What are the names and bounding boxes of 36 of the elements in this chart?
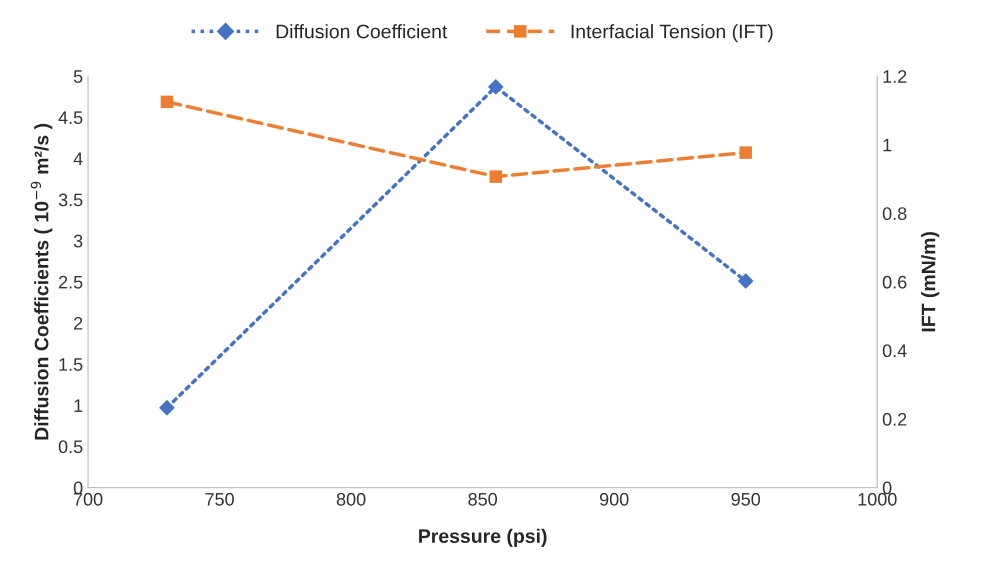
y2-axis-title: IFT (mN/m) <box>921 232 940 332</box>
y-tick-label: 4 <box>74 152 83 165</box>
legend-label: Diffusion Coefficient <box>276 24 448 38</box>
y-tick-label: 0 <box>74 482 82 494</box>
y2-tick-label: 0.2 <box>882 412 906 426</box>
x-tick-label: 850 <box>468 492 497 506</box>
y2-tick-label: 1.2 <box>883 70 906 83</box>
x-axis-title: Pressure (psi) <box>419 528 547 547</box>
y-tick-label: 5 <box>74 70 82 83</box>
point <box>739 146 752 159</box>
y2-tick-label: 0.4 <box>882 344 907 358</box>
point <box>488 79 504 94</box>
x-tick-label: 900 <box>600 492 629 506</box>
x-tick-label: 750 <box>205 492 234 506</box>
y2-tick-label: 1 <box>883 138 892 152</box>
y-tick-label: 3 <box>74 234 82 248</box>
x-tick-label: 800 <box>336 492 366 506</box>
y-tick-label: 1 <box>74 399 82 412</box>
y-tick-label: 1.5 <box>59 358 82 371</box>
y-tick-label: 2 <box>74 316 82 330</box>
y-tick-label: 4.5 <box>58 111 82 124</box>
point <box>738 273 754 289</box>
y2-tick-label: 0.6 <box>882 276 906 289</box>
y-tick-label: 0.5 <box>58 440 82 454</box>
point <box>159 400 175 416</box>
y-tick-label: 3.5 <box>58 194 82 206</box>
y-axis-title: Diffusion Coefficients ( 10$^{−9}$ m²/s ) <box>30 124 52 440</box>
legend-label: Interfacial Tension (IFT) <box>572 24 773 42</box>
point <box>160 96 174 108</box>
point <box>490 170 502 183</box>
x-tick-label: 700 <box>74 492 102 506</box>
y-tick-label: 2.5 <box>58 276 82 289</box>
y2-tick-label: 0.8 <box>882 207 906 220</box>
x-tick-label: 950 <box>731 492 760 506</box>
x-tick-label: 1000 <box>858 492 897 506</box>
y2-tick-label: 0 <box>882 482 892 494</box>
